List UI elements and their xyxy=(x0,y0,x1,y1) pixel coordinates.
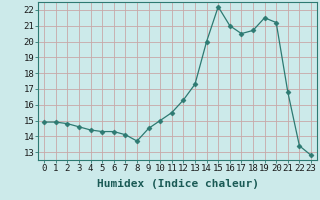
X-axis label: Humidex (Indice chaleur): Humidex (Indice chaleur) xyxy=(97,179,259,189)
